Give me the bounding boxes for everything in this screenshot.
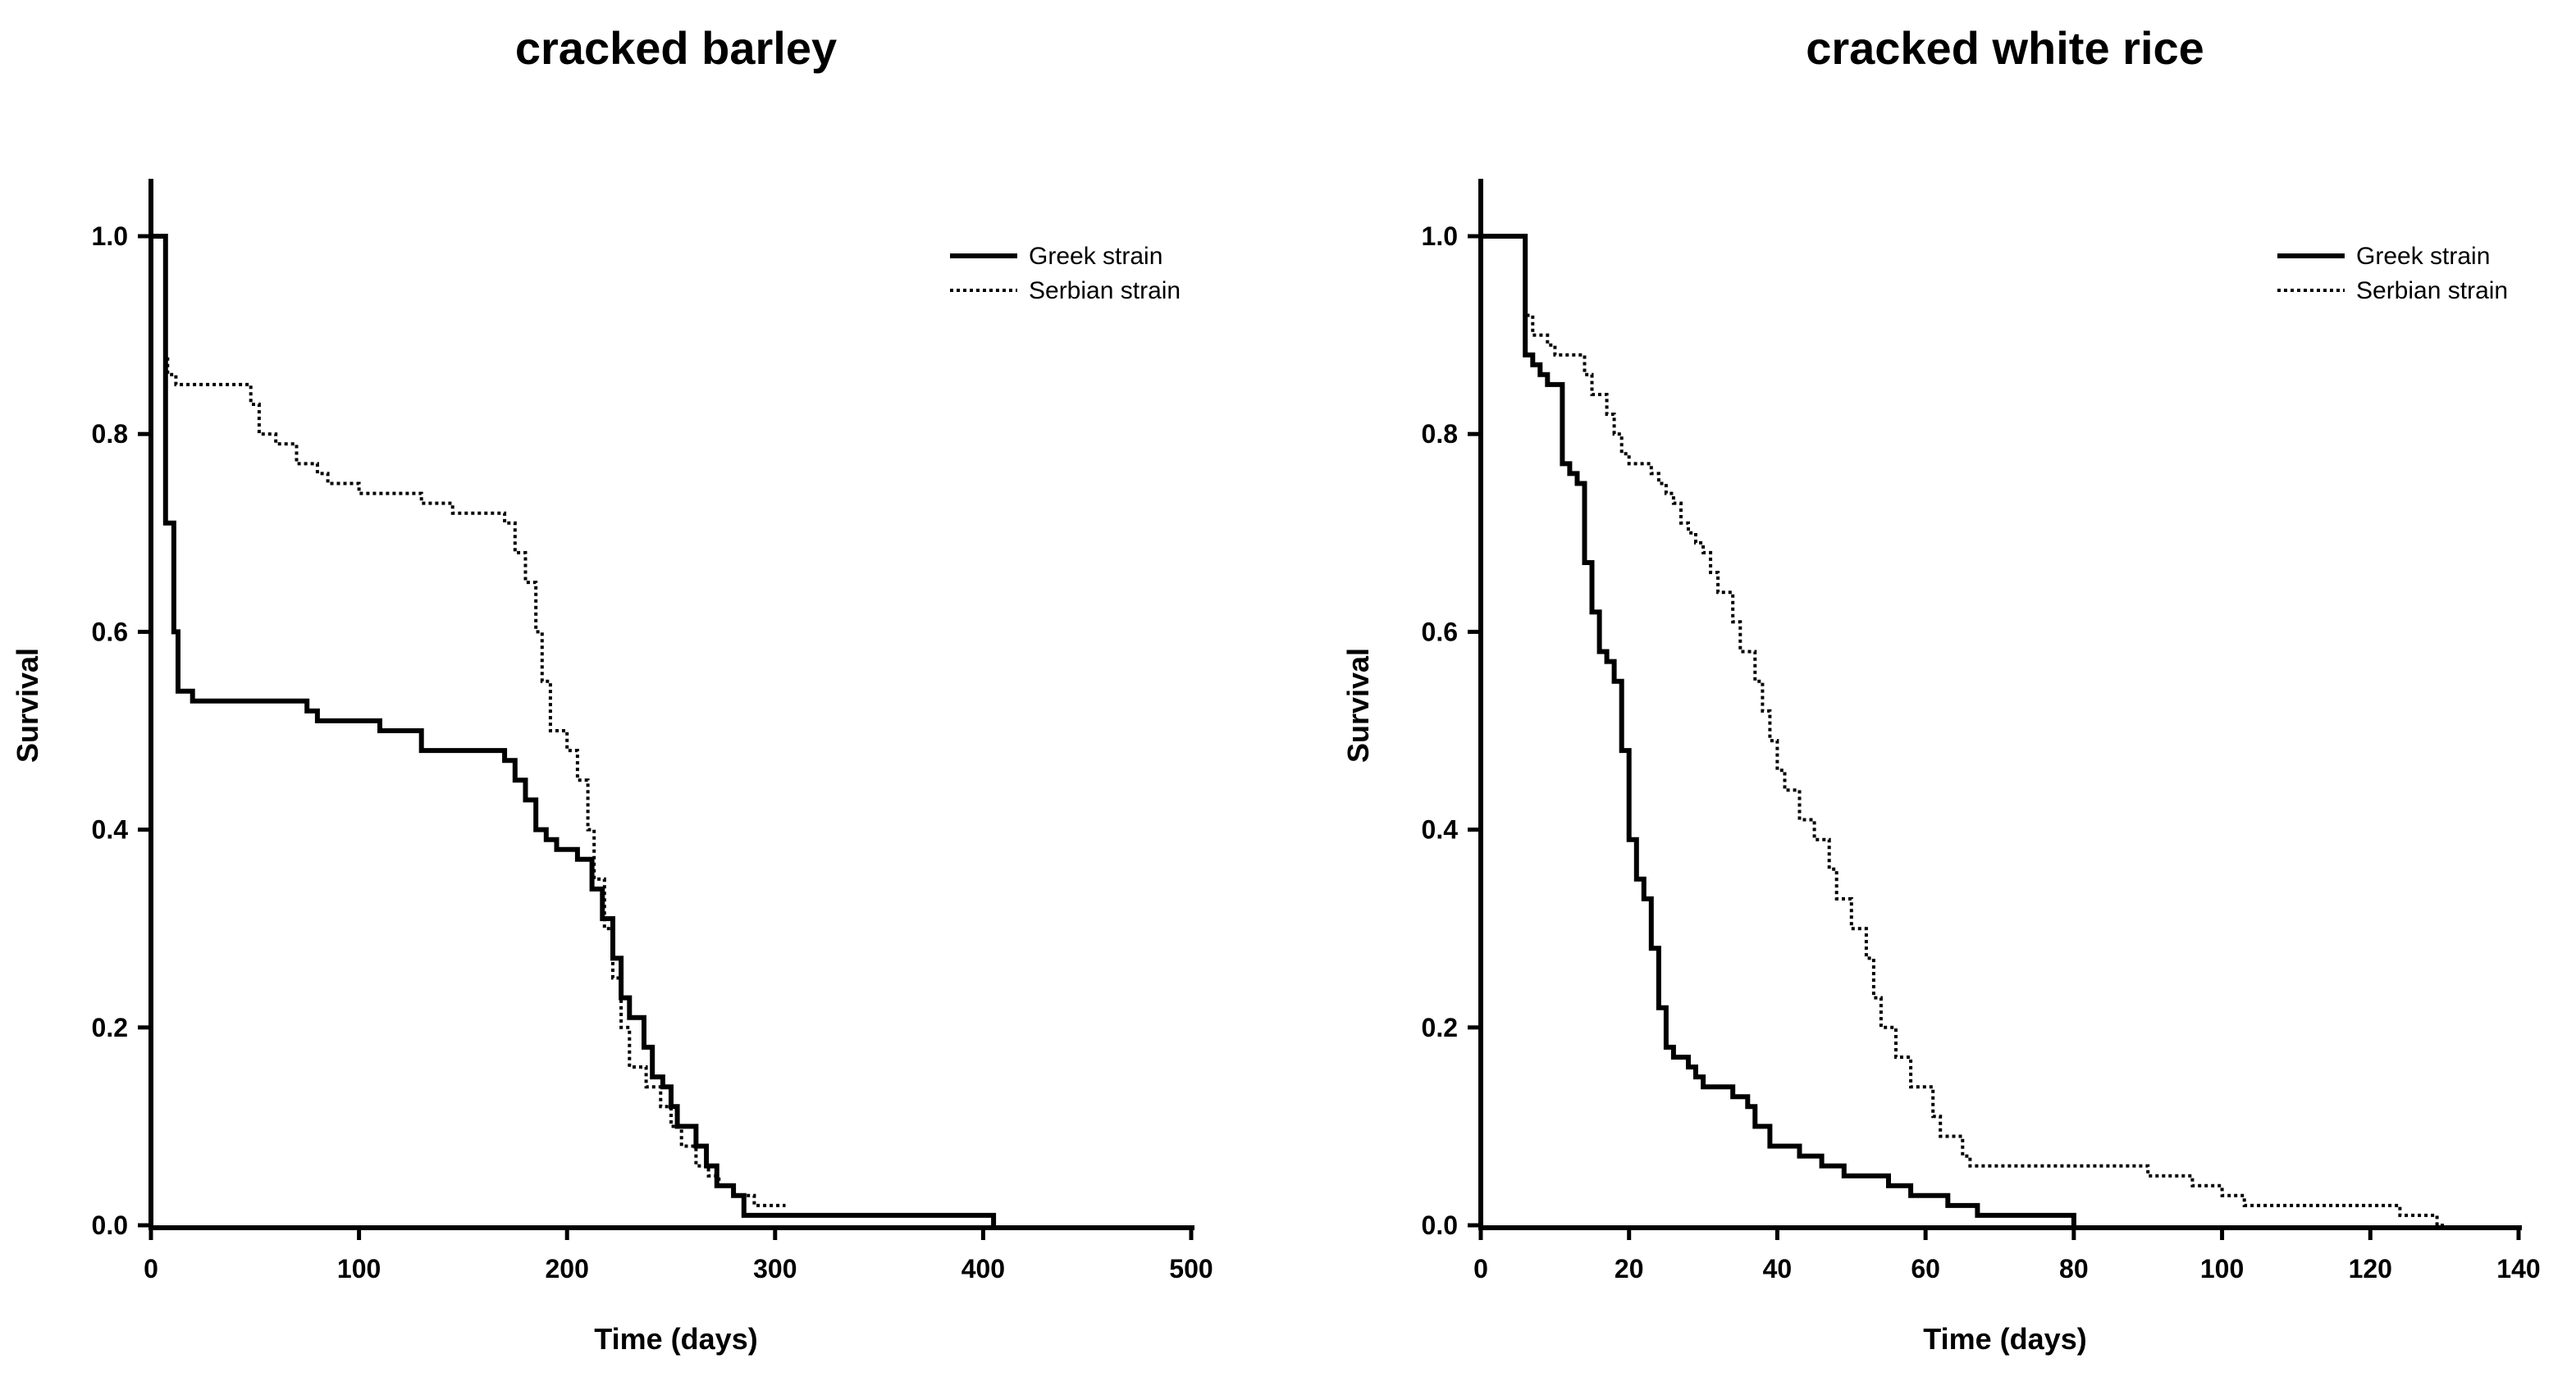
y-axis-label: Survival — [1341, 648, 1375, 763]
chart-panel-cracked-white-rice: cracked white rice Time (days) Survival … — [1341, 22, 2541, 1356]
legend-label-greek-strain: Greek strain — [2356, 243, 2490, 270]
chart-panel-cracked-barley: cracked barley Time (days) Survival 0 100… — [11, 22, 1213, 1356]
y-tick-label: 0.2 — [92, 1013, 128, 1042]
x-axis-label: Time (days) — [594, 1322, 757, 1356]
chart-title: cracked barley — [515, 22, 837, 74]
legend-label-greek-strain: Greek strain — [1029, 243, 1162, 270]
y-axis-label: Survival — [11, 648, 44, 763]
x-tick-label: 0 — [1473, 1254, 1488, 1284]
series-line-serbian-strain — [1481, 235, 2445, 1227]
x-tick-label: 80 — [2059, 1254, 2089, 1284]
y-tick-label: 0.6 — [1422, 617, 1458, 646]
y-tick-label: 0.6 — [92, 617, 128, 646]
x-tick-label: 40 — [1763, 1254, 1793, 1284]
legend-label-serbian-strain: Serbian strain — [1029, 277, 1181, 304]
series-line-greek-strain — [1481, 234, 2076, 1225]
y-tick-label: 0.4 — [92, 815, 129, 845]
y-tick-label: 0.0 — [1422, 1211, 1458, 1240]
y-tick-label: 0.8 — [92, 419, 128, 449]
x-tick-label: 60 — [1911, 1254, 1940, 1284]
y-tick-label: 0.4 — [1422, 815, 1459, 845]
x-tick-label: 140 — [2496, 1254, 2540, 1284]
series-line-greek-strain — [151, 234, 997, 1225]
x-tick-label: 300 — [753, 1254, 797, 1284]
legend: Greek strain Serbian strain — [2277, 243, 2508, 304]
x-tick-label: 200 — [546, 1254, 589, 1284]
x-tick-label: 120 — [2349, 1254, 2392, 1284]
x-tick-label: 100 — [2200, 1254, 2244, 1284]
y-tick-label: 0.2 — [1422, 1013, 1458, 1042]
x-axis-label: Time (days) — [1923, 1322, 2086, 1356]
x-tick-label: 500 — [1169, 1254, 1213, 1284]
y-tick-label: 1.0 — [1422, 221, 1458, 251]
x-tick-label: 0 — [144, 1254, 158, 1284]
y-tick-label: 0.8 — [1422, 419, 1458, 449]
series-line-serbian-strain — [151, 235, 786, 1207]
x-tick-label: 400 — [961, 1254, 1005, 1284]
x-tick-label: 20 — [1615, 1254, 1644, 1284]
chart-title: cracked white rice — [1806, 22, 2204, 74]
legend: Greek strain Serbian strain — [950, 243, 1181, 304]
x-tick-label: 100 — [337, 1254, 381, 1284]
legend-label-serbian-strain: Serbian strain — [2356, 277, 2508, 304]
y-tick-label: 1.0 — [92, 221, 128, 251]
y-tick-label: 0.0 — [92, 1211, 128, 1240]
